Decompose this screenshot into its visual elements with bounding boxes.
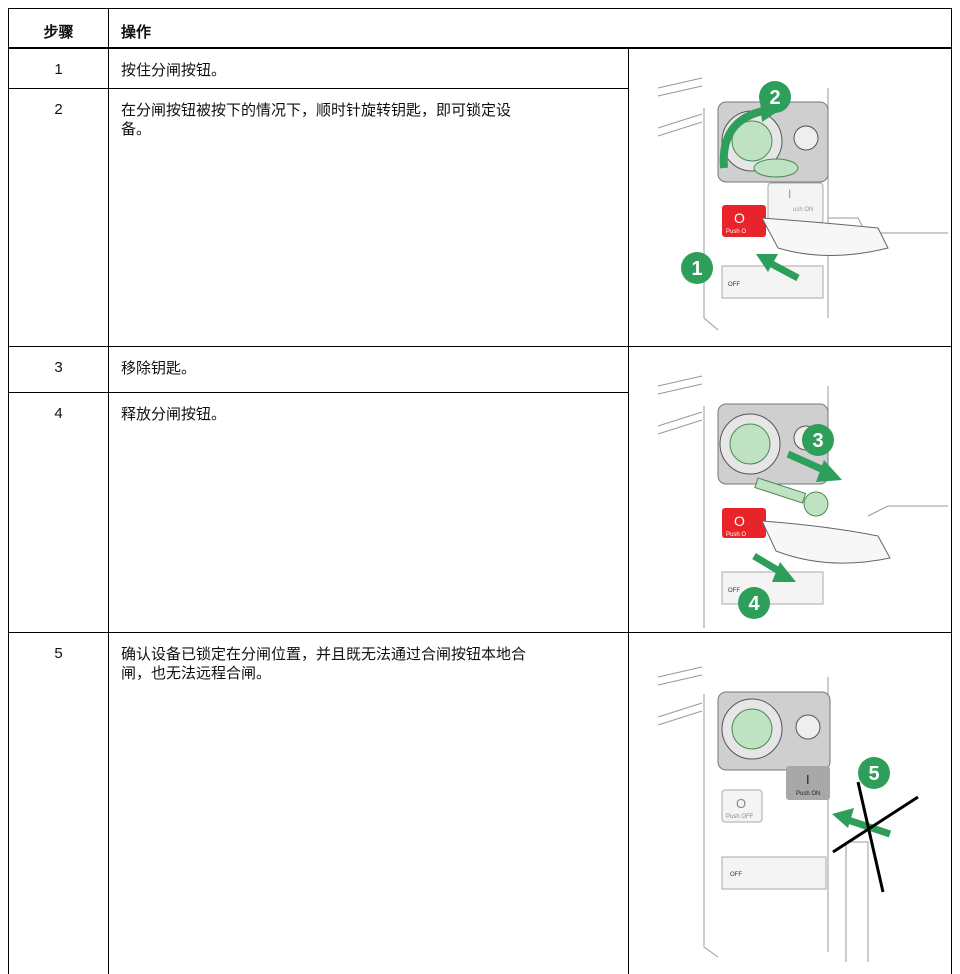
step-text: 移除钥匙。 — [108, 346, 629, 393]
finger — [761, 520, 891, 564]
callout-number: 5 — [868, 763, 879, 785]
panel-edge — [657, 375, 703, 435]
off-button — [721, 789, 763, 823]
off-button — [722, 205, 766, 237]
header-action: 操作 — [108, 8, 952, 49]
callout-number: 1 — [691, 258, 702, 280]
arrow-head — [772, 562, 796, 582]
button-symbol: O — [736, 796, 746, 811]
step-text: 在分闸按钮被按下的情况下，顺时针旋转钥匙，即可锁定设备。 — [108, 88, 629, 347]
header-step: 步骤 — [8, 8, 109, 49]
step-number: 1 — [8, 48, 109, 89]
button-label: Push ON — [796, 791, 820, 797]
button-symbol: O — [734, 210, 745, 226]
illustration-cell — [628, 632, 952, 974]
panel-edge — [657, 666, 703, 726]
button-label: Push O — [726, 532, 746, 538]
indicator — [793, 125, 819, 151]
step-text: 按住分闸按钮。 — [108, 48, 629, 89]
callout-number: 3 — [812, 430, 823, 452]
step-text: 确认设备已锁定在分闸位置，并且既无法通过合闸按钮本地合闸，也无法远程合闸。 — [108, 632, 629, 974]
panel-outline — [828, 217, 948, 234]
indicator — [795, 714, 821, 740]
lock-label: OFF — [728, 588, 740, 594]
key — [753, 158, 799, 178]
button-label: ush ON — [793, 207, 813, 213]
key-cylinder — [731, 708, 773, 750]
off-button — [722, 508, 766, 538]
arrow — [766, 258, 800, 282]
callout — [802, 424, 834, 456]
illustration: O Push O OFF 3 4 — [657, 375, 948, 628]
arrow-head — [832, 808, 854, 828]
key-cylinder — [731, 120, 773, 162]
key-bow — [803, 491, 829, 517]
step-number: 4 — [8, 392, 109, 633]
lock-slot — [721, 856, 827, 890]
key — [754, 477, 807, 504]
panel-outline — [867, 505, 948, 517]
callout — [858, 757, 890, 789]
step-number: 5 — [8, 632, 109, 974]
callout-number: 2 — [769, 87, 780, 109]
button-label: Push OFF — [726, 814, 754, 820]
illustration: O Push OFF I Push ON OFF 5 — [657, 666, 919, 962]
step-text: 释放分闸按钮。 — [108, 392, 629, 633]
panel-edge — [657, 77, 703, 137]
callout — [759, 81, 791, 113]
button-symbol: I — [806, 772, 810, 787]
callout — [681, 252, 713, 284]
lock-label: OFF — [730, 872, 742, 878]
callout-number: 4 — [748, 593, 760, 615]
finger — [761, 217, 889, 256]
lock-label: OFF — [728, 282, 740, 288]
on-button — [786, 766, 830, 800]
on-button — [767, 182, 824, 224]
illustration: O Push O I ush ON OFF 2 1 — [657, 77, 948, 331]
callout — [738, 587, 770, 619]
arrow-head — [756, 254, 778, 272]
arrow — [719, 106, 769, 169]
key-cylinder — [729, 423, 771, 465]
button-symbol: O — [734, 513, 745, 529]
step-number: 3 — [8, 346, 109, 393]
step-number: 2 — [8, 88, 109, 347]
arrow-head — [816, 460, 842, 482]
button-label: Push O — [726, 229, 746, 235]
button-symbol: I — [788, 187, 791, 201]
lock-slot — [721, 265, 824, 299]
blocked-cross — [832, 781, 919, 893]
